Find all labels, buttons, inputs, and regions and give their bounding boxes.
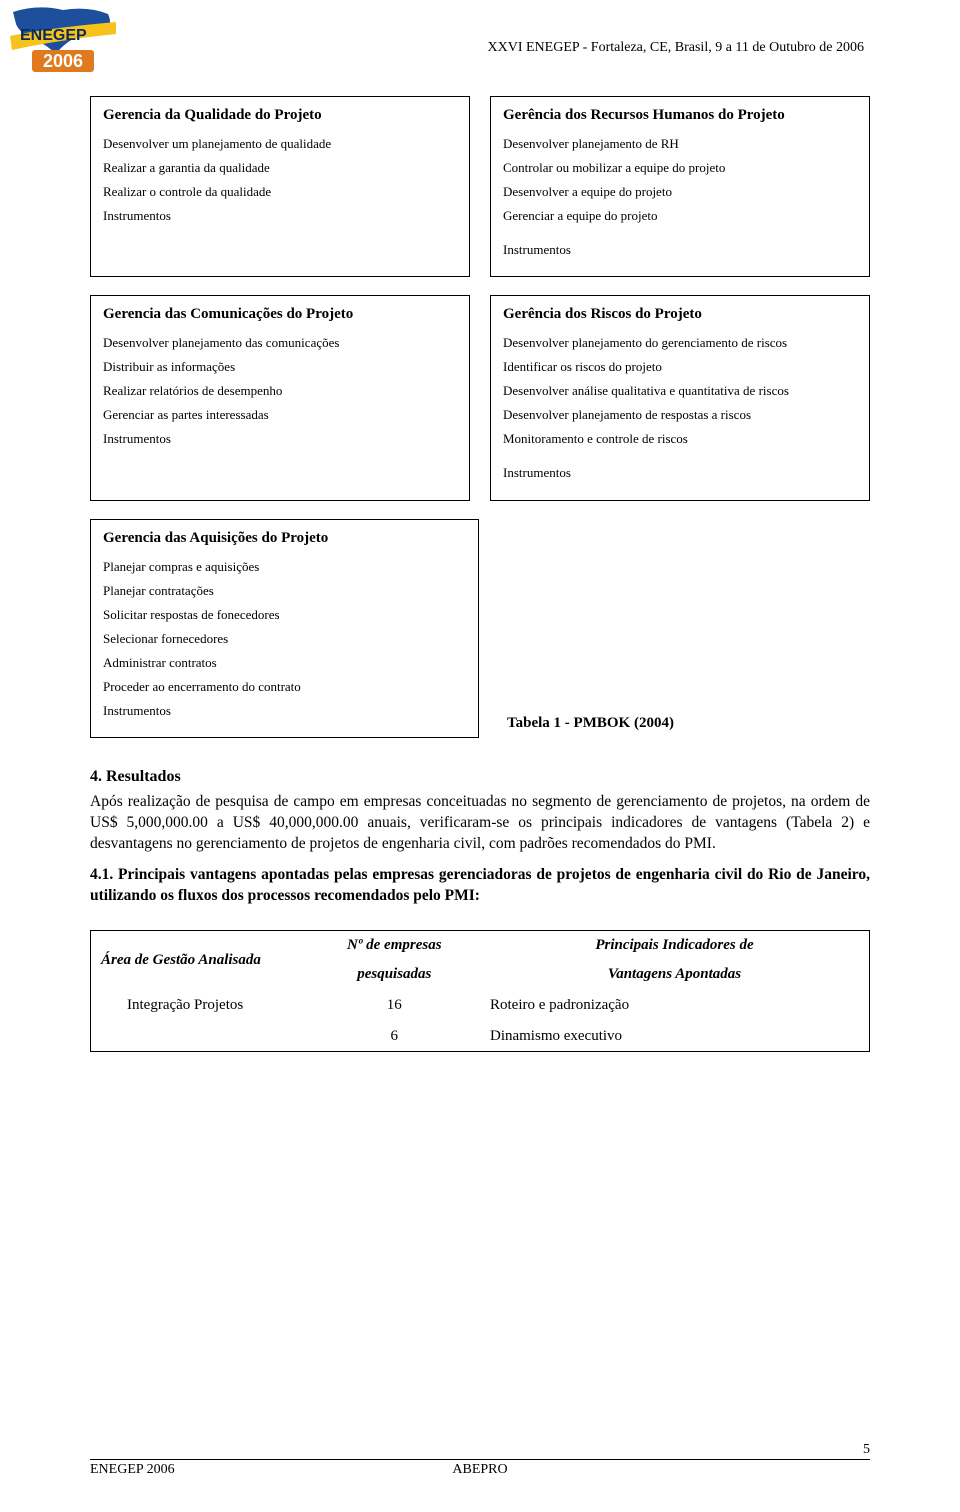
box-comunicacoes-title: Gerencia das Comunicações do Projeto [103, 306, 457, 323]
table-cell: 16 [309, 989, 480, 1020]
box-comunicacoes: Gerencia das Comunicações do Projeto Des… [90, 295, 470, 500]
table-vantagens: Área de Gestão Analisada Nº de empresas … [90, 930, 870, 1052]
table-cell: 6 [309, 1020, 480, 1052]
list-item: Desenvolver análise qualitativa e quanti… [503, 379, 857, 403]
list-item: Instrumentos [103, 699, 466, 723]
table-cell [91, 1020, 309, 1052]
page-footer: ENEGEP 2006 ABEPRO 5 [90, 1459, 870, 1478]
list-item: Identificar os riscos do projeto [503, 355, 857, 379]
list-item: Instrumentos [503, 238, 857, 262]
section-4-heading: 4. Resultados [90, 768, 870, 786]
svg-text:2006: 2006 [43, 51, 83, 71]
list-item: Administrar contratos [103, 651, 466, 675]
list-item: Instrumentos [503, 461, 857, 485]
list-item: Controlar ou mobilizar a equipe do proje… [503, 156, 857, 180]
list-item: Gerenciar a equipe do projeto [503, 204, 857, 228]
box-aquisicoes-title: Gerencia das Aquisições do Projeto [103, 530, 466, 547]
box-qualidade-title: Gerencia da Qualidade do Projeto [103, 107, 457, 124]
conference-header: XXVI ENEGEP - Fortaleza, CE, Brasil, 9 a… [90, 40, 870, 56]
table-header-indicadores-2: Vantagens Apontadas [480, 960, 870, 989]
list-item: Desenvolver planejamento de RH [503, 132, 857, 156]
list-item: Gerenciar as partes interessadas [103, 403, 457, 427]
svg-text:ENEGEP: ENEGEP [20, 27, 87, 44]
section-4-1-heading: 4.1. Principais vantagens apontadas pela… [90, 865, 870, 907]
table-header-empresas-2: pesquisadas [309, 960, 480, 989]
list-item: Desenvolver planejamento das comunicaçõe… [103, 331, 457, 355]
list-item: Desenvolver planejamento de respostas a … [503, 403, 857, 427]
list-item: Desenvolver planejamento do gerenciament… [503, 331, 857, 355]
box-rh: Gerência dos Recursos Humanos do Projeto… [490, 96, 870, 277]
list-item: Selecionar fornecedores [103, 627, 466, 651]
list-item: Realizar a garantia da qualidade [103, 156, 457, 180]
table-cell: Integração Projetos [91, 989, 309, 1020]
table-cell: Dinamismo executivo [480, 1020, 870, 1052]
list-item: Desenvolver a equipe do projeto [503, 180, 857, 204]
list-item: Realizar relatórios de desempenho [103, 379, 457, 403]
list-item: Planejar contratações [103, 579, 466, 603]
footer-left: ENEGEP 2006 [90, 1462, 175, 1478]
list-item: Distribuir as informações [103, 355, 457, 379]
tabela1-label: Tabela 1 - PMBOK (2004) [499, 715, 870, 738]
section-4-paragraph: Após realização de pesquisa de campo em … [90, 792, 870, 855]
list-item: Solicitar respostas de fonecedores [103, 603, 466, 627]
table-header-area: Área de Gestão Analisada [91, 931, 309, 990]
box-riscos-title: Gerência dos Riscos do Projeto [503, 306, 857, 323]
table-header-empresas-1: Nº de empresas [309, 931, 480, 961]
list-item: Realizar o controle da qualidade [103, 180, 457, 204]
list-item: Desenvolver um planejamento de qualidade [103, 132, 457, 156]
box-rh-title: Gerência dos Recursos Humanos do Projeto [503, 107, 857, 124]
list-item: Monitoramento e controle de riscos [503, 427, 857, 451]
footer-center: ABEPRO [452, 1462, 507, 1478]
list-item: Planejar compras e aquisições [103, 555, 466, 579]
list-item: Proceder ao encerramento do contrato [103, 675, 466, 699]
table-row: 6 Dinamismo executivo [91, 1020, 870, 1052]
table-header-indicadores-1: Principais Indicadores de [480, 931, 870, 961]
box-aquisicoes: Gerencia das Aquisições do Projeto Plane… [90, 519, 479, 738]
page-number: 5 [863, 1442, 870, 1458]
table-cell: Roteiro e padronização [480, 989, 870, 1020]
box-riscos: Gerência dos Riscos do Projeto Desenvolv… [490, 295, 870, 500]
enegep-logo: ENEGEP 2006 [8, 4, 118, 76]
list-item: Instrumentos [103, 204, 457, 228]
list-item: Instrumentos [103, 427, 457, 451]
box-qualidade: Gerencia da Qualidade do Projeto Desenvo… [90, 96, 470, 277]
table-row: Integração Projetos 16 Roteiro e padroni… [91, 989, 870, 1020]
